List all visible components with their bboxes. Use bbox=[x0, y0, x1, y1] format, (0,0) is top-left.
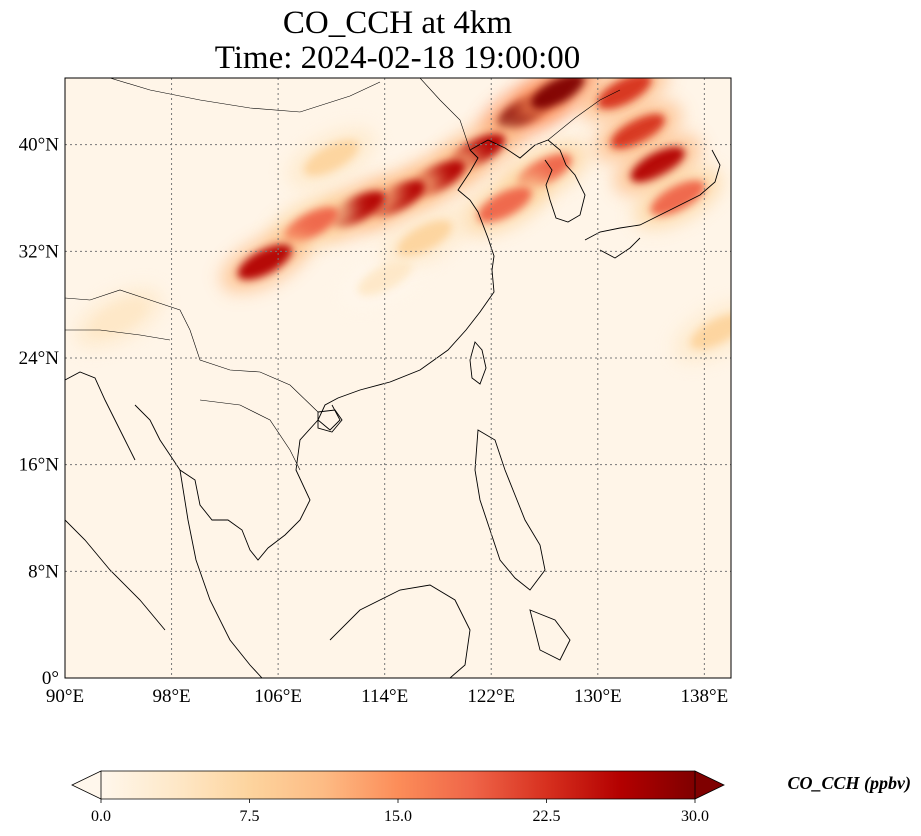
coastlines bbox=[65, 78, 721, 678]
plume-core bbox=[597, 78, 652, 109]
co-concentration-field bbox=[74, 78, 731, 362]
colorbar-tick-label: 15.0 bbox=[384, 808, 412, 825]
colorbar-title: CO_CCH (ppbv) bbox=[788, 773, 912, 794]
x-tick-label: 90°E bbox=[46, 686, 84, 707]
colorbar-extend-high bbox=[694, 770, 725, 800]
plume-core bbox=[530, 78, 585, 109]
y-tick-label: 24°N bbox=[19, 348, 60, 369]
x-axis-tick-labels: 90°E 98°E 106°E 114°E 122°E 130°E 138°E bbox=[46, 686, 728, 707]
x-tick-label: 114°E bbox=[361, 686, 408, 707]
colorbar-tick-label: 30.0 bbox=[681, 808, 709, 825]
plume-core bbox=[650, 180, 705, 216]
colorbar-tick-labels: 0.0 7.5 15.0 22.5 30.0 bbox=[91, 799, 709, 825]
plume-core bbox=[610, 113, 665, 149]
y-tick-label: 0° bbox=[42, 668, 59, 689]
x-tick-label: 138°E bbox=[681, 686, 729, 707]
chart-title-line1: CO_CCH at 4km bbox=[282, 5, 513, 41]
plume-core bbox=[397, 220, 452, 256]
y-tick-label: 16°N bbox=[19, 455, 60, 476]
colorbar-gradient bbox=[101, 771, 695, 799]
chart-title-line2: Time: 2024-02-18 19:00:00 bbox=[214, 40, 581, 76]
colorbar-extend-low bbox=[71, 770, 102, 800]
colorbar-tick-label: 7.5 bbox=[240, 808, 260, 825]
gridlines bbox=[65, 78, 731, 678]
x-tick-label: 106°E bbox=[254, 686, 302, 707]
plume-core bbox=[304, 140, 359, 176]
colorbar: 0.0 7.5 15.0 22.5 30.0 CO_CCH (ppbv) bbox=[71, 770, 912, 825]
y-tick-label: 8°N bbox=[28, 561, 59, 582]
plume-core bbox=[91, 300, 146, 336]
plume-core bbox=[630, 147, 685, 183]
y-tick-label: 32°N bbox=[19, 241, 60, 262]
colorbar-tick-label: 0.0 bbox=[91, 808, 111, 825]
x-tick-label: 122°E bbox=[467, 686, 515, 707]
y-tick-label: 40°N bbox=[19, 135, 60, 156]
map-frame bbox=[64, 77, 732, 679]
x-tick-label: 98°E bbox=[152, 686, 190, 707]
plume-core bbox=[690, 313, 731, 349]
y-axis-tick-labels: 0° 8°N 16°N 24°N 32°N 40°N bbox=[19, 135, 60, 689]
colorbar-tick-label: 22.5 bbox=[533, 808, 561, 825]
x-tick-label: 130°E bbox=[574, 686, 622, 707]
